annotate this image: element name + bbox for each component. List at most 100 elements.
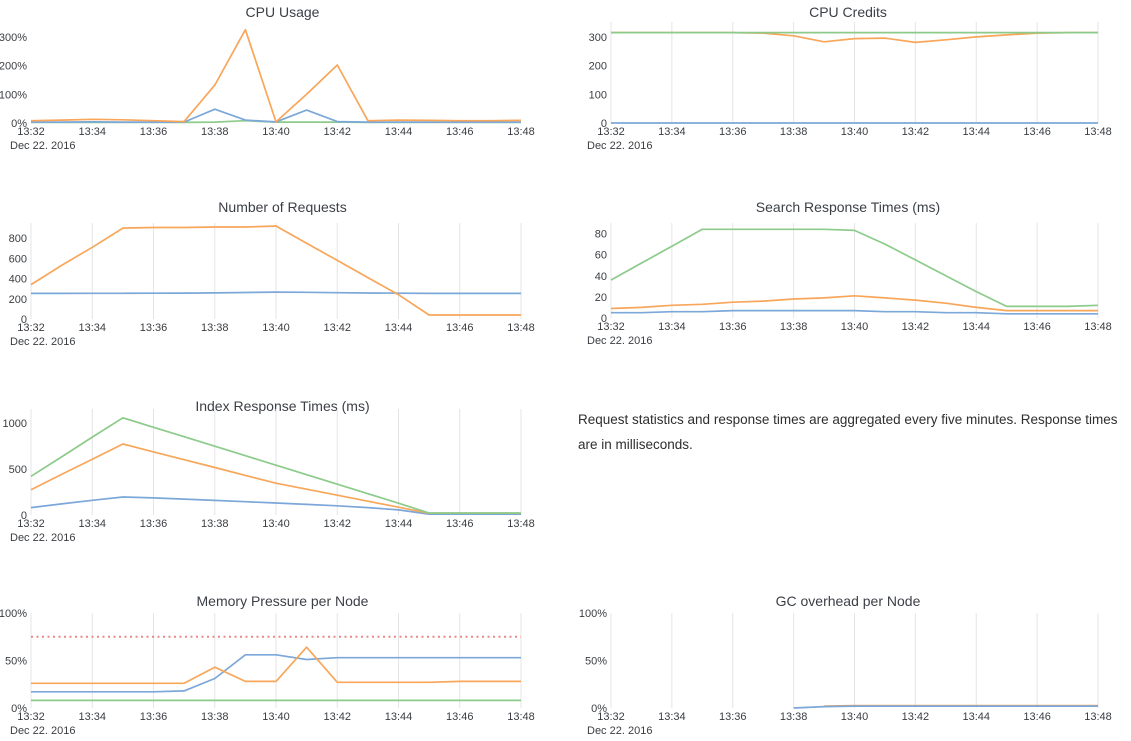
svg-text:13:36: 13:36: [140, 126, 168, 138]
svg-text:13:34: 13:34: [658, 711, 686, 723]
svg-text:100%: 100%: [0, 89, 27, 101]
svg-text:13:32: 13:32: [597, 711, 625, 723]
svg-text:13:42: 13:42: [323, 322, 351, 334]
svg-text:300: 300: [589, 32, 607, 44]
svg-text:13:34: 13:34: [78, 711, 106, 723]
svg-text:100: 100: [589, 89, 607, 101]
svg-text:13:40: 13:40: [262, 711, 290, 723]
svg-text:13:34: 13:34: [78, 322, 106, 334]
svg-text:13:32: 13:32: [17, 126, 45, 138]
svg-text:13:36: 13:36: [140, 711, 168, 723]
svg-text:300%: 300%: [0, 32, 27, 44]
search-response-times-plot: 13:32 13:34 13:36 13:38 13:40 13:42 13:44 13:46…: [587, 223, 1112, 347]
svg-text:0: 0: [601, 118, 607, 130]
svg-text:13:36: 13:36: [719, 126, 747, 138]
svg-text:13:38: 13:38: [780, 711, 808, 723]
number-of-requests-plot: 13:32 13:34 13:36 13:38 13:40 13:42 13:44 13:46…: [9, 223, 535, 348]
chart-title-cpu-credits: CPU Credits: [809, 4, 887, 20]
svg-text:13:46: 13:46: [446, 518, 474, 530]
svg-text:13:32: 13:32: [17, 518, 45, 530]
svg-text:13:44: 13:44: [962, 126, 990, 138]
svg-text:13:42: 13:42: [323, 711, 351, 723]
svg-text:100%: 100%: [0, 608, 27, 620]
svg-text:13:44: 13:44: [385, 711, 413, 723]
svg-text:80: 80: [595, 229, 607, 241]
svg-text:Dec 22. 2016: Dec 22. 2016: [10, 336, 75, 348]
svg-text:0: 0: [601, 313, 607, 325]
svg-text:500: 500: [9, 464, 27, 476]
svg-text:13:48: 13:48: [507, 711, 535, 723]
chart-title-search-response-times: Search Response Times (ms): [755, 199, 941, 215]
chart-title-memory-pressure: Memory Pressure per Node: [196, 593, 369, 609]
svg-text:13:36: 13:36: [719, 711, 747, 723]
svg-text:13:34: 13:34: [78, 518, 106, 530]
svg-text:50%: 50%: [585, 656, 607, 668]
chart-title-cpu-usage: CPU Usage: [245, 4, 320, 20]
svg-text:13:44: 13:44: [385, 126, 413, 138]
chart-search-response-times: Search Response Times (ms) 13:32 13:34 13:…: [565, 193, 1131, 353]
svg-text:800: 800: [9, 233, 27, 245]
svg-text:13:48: 13:48: [507, 322, 535, 334]
svg-text:13:36: 13:36: [719, 321, 747, 333]
svg-text:13:42: 13:42: [323, 518, 351, 530]
svg-text:13:40: 13:40: [262, 518, 290, 530]
chart-number-of-requests: Number of Requests 13:32 13:34 13:36 13:38 1…: [0, 193, 565, 353]
memory-pressure-plot: 13:32 13:34 13:36 13:38 13:40 13:42 13:44 13:46…: [0, 608, 535, 737]
index-response-times-plot: 13:32 13:34 13:36 13:38 13:40 13:42 13:44 13:46…: [3, 409, 535, 544]
svg-text:Dec 22. 2016: Dec 22. 2016: [10, 140, 75, 152]
svg-text:600: 600: [9, 253, 27, 265]
cpu-credits-plot: 13:32 13:34 13:36 13:38 13:40 13:42 13:44 13:46…: [587, 22, 1112, 152]
svg-text:13:48: 13:48: [1084, 126, 1112, 138]
gc-overhead-plot: 13:32 13:34 13:36 13:38 13:40 13:42 13:44 13:46…: [579, 608, 1112, 737]
svg-text:13:38: 13:38: [201, 126, 229, 138]
svg-text:13:38: 13:38: [201, 322, 229, 334]
svg-text:13:38: 13:38: [201, 711, 229, 723]
svg-text:13:42: 13:42: [902, 126, 930, 138]
chart-gc-overhead: GC overhead per Node 13:32 13:34 13:36 13:3…: [565, 583, 1131, 741]
description-text: Request statistics and response times ar…: [578, 412, 1118, 452]
svg-text:13:46: 13:46: [1023, 126, 1051, 138]
chart-memory-pressure: Memory Pressure per Node 13:32 13:34 13:36…: [0, 583, 565, 741]
svg-text:13:32: 13:32: [17, 711, 45, 723]
svg-text:50%: 50%: [5, 656, 27, 668]
svg-text:13:40: 13:40: [262, 322, 290, 334]
chart-title-number-of-requests: Number of Requests: [218, 199, 347, 215]
svg-text:60: 60: [595, 250, 607, 262]
svg-text:13:44: 13:44: [385, 322, 413, 334]
svg-text:13:32: 13:32: [17, 322, 45, 334]
svg-text:200: 200: [589, 61, 607, 73]
svg-text:13:48: 13:48: [1084, 711, 1112, 723]
svg-text:200: 200: [9, 294, 27, 306]
svg-text:13:40: 13:40: [262, 126, 290, 138]
cpu-usage-plot: 13:32 13:34 13:36 13:38 13:40 13:42 13:44 13:46…: [0, 28, 535, 152]
svg-text:13:40: 13:40: [841, 126, 869, 138]
svg-text:20: 20: [595, 292, 607, 304]
svg-text:13:34: 13:34: [658, 126, 686, 138]
chart-cpu-usage: CPU Usage 13:32 13:34 13:36 13:38 13:40 13:42…: [0, 0, 565, 160]
svg-text:13:34: 13:34: [78, 126, 106, 138]
svg-text:13:48: 13:48: [1084, 321, 1112, 333]
svg-text:13:44: 13:44: [962, 321, 990, 333]
svg-text:100%: 100%: [579, 608, 607, 620]
svg-text:0%: 0%: [11, 703, 27, 715]
svg-text:13:36: 13:36: [140, 518, 168, 530]
svg-text:0%: 0%: [591, 703, 607, 715]
svg-text:13:48: 13:48: [507, 518, 535, 530]
svg-text:Dec 22. 2016: Dec 22. 2016: [10, 532, 75, 544]
svg-text:0%: 0%: [11, 118, 27, 130]
svg-text:1000: 1000: [3, 418, 27, 430]
svg-text:400: 400: [9, 274, 27, 286]
svg-text:13:32: 13:32: [597, 126, 625, 138]
svg-text:13:46: 13:46: [446, 322, 474, 334]
svg-text:13:38: 13:38: [780, 321, 808, 333]
svg-text:13:36: 13:36: [140, 322, 168, 334]
svg-text:200%: 200%: [0, 61, 27, 73]
svg-text:Dec 22. 2016: Dec 22. 2016: [587, 725, 652, 737]
svg-text:13:42: 13:42: [902, 711, 930, 723]
svg-text:13:38: 13:38: [780, 126, 808, 138]
chart-index-response-times: Index Response Times (ms) 13:32 13:34 13:3…: [0, 388, 565, 548]
svg-text:13:40: 13:40: [841, 711, 869, 723]
svg-text:13:34: 13:34: [658, 321, 686, 333]
svg-text:0: 0: [21, 314, 27, 326]
